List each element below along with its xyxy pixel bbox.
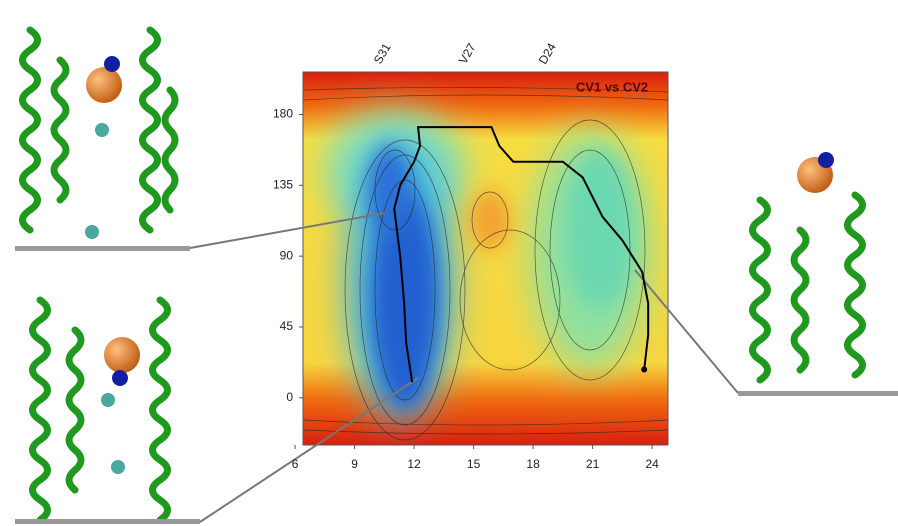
x-tick-label: 18 bbox=[526, 457, 540, 471]
y-tick-label: 135 bbox=[273, 177, 293, 191]
residue-label: V27 bbox=[456, 41, 479, 67]
residue-label: S31 bbox=[371, 41, 394, 67]
y-tick-label: 0 bbox=[286, 390, 293, 404]
molecule-right bbox=[738, 152, 898, 396]
molecule-top-left bbox=[15, 30, 190, 251]
chart-title: CV1 vs CV2 bbox=[576, 79, 648, 94]
y-tick-label: 90 bbox=[280, 248, 294, 262]
x-tick-label: 9 bbox=[351, 457, 358, 471]
x-tick-label: 15 bbox=[467, 457, 481, 471]
y-tick-label: 45 bbox=[280, 319, 294, 333]
y-tick-label: 180 bbox=[273, 107, 293, 121]
x-tick-label: 24 bbox=[645, 457, 659, 471]
x-tick-label: 21 bbox=[586, 457, 600, 471]
x-tick-label: 6 bbox=[292, 457, 299, 471]
residue-label: D24 bbox=[536, 40, 559, 66]
page: {"chart_data": {"type": "contour-path", … bbox=[0, 0, 898, 526]
path-end bbox=[641, 366, 647, 372]
molecule-bottom-left bbox=[15, 300, 200, 524]
figure: CV1 vs CV2 6 9 12 15 18 21 24 0 45 90 135 180 S31 V27… bbox=[0, 0, 898, 526]
x-tick-label: 12 bbox=[407, 457, 421, 471]
